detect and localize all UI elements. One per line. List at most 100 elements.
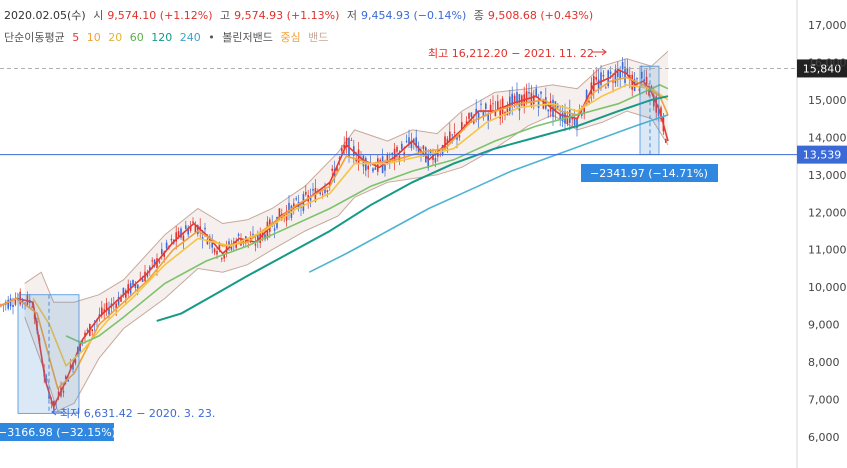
candle-body (182, 235, 185, 241)
candle-body (367, 165, 369, 170)
candle-body (65, 376, 67, 380)
candle-body (614, 69, 617, 84)
candle-body (62, 390, 65, 393)
y-tick-label: 14,000 (808, 131, 847, 144)
bollinger-band[interactable]: 밴드 (308, 31, 329, 44)
candle-body (103, 309, 105, 313)
candle-body (194, 225, 197, 234)
price-lines: 15,840 13,539 (0, 59, 847, 164)
candle-body (343, 144, 345, 149)
candle-body (511, 93, 513, 107)
candle-body (170, 238, 173, 241)
sma-period-120[interactable]: 120 (151, 31, 173, 44)
candle-body (489, 104, 492, 112)
y-tick-label: 9,000 (808, 319, 840, 332)
sma-period-60[interactable]: 60 (129, 31, 144, 44)
candle-body (165, 242, 168, 249)
candle-body (264, 234, 266, 240)
y-tick-label: 12,000 (808, 206, 847, 219)
open-label: 시 (93, 9, 104, 22)
candle-body (197, 225, 199, 235)
candle-body (626, 68, 629, 74)
candle-body (609, 71, 612, 74)
candle-body (581, 113, 583, 116)
candle-body (67, 379, 69, 382)
candle-body (518, 94, 521, 111)
sma-period-5[interactable]: 5 (72, 31, 80, 44)
candle-body (386, 153, 389, 164)
candle-body (641, 71, 643, 79)
candle-body (554, 101, 557, 112)
candle-body (98, 314, 101, 317)
sma-period-10[interactable]: 10 (86, 31, 101, 44)
candle-body (206, 239, 209, 245)
candle-body (621, 62, 624, 70)
candle-body (446, 138, 449, 144)
high-value: 9,574.93 (+1.13%) (234, 9, 340, 22)
measure-label-2021-bg (581, 164, 718, 182)
band-fill (24, 51, 668, 411)
candle-body (499, 107, 501, 119)
candle-body (413, 138, 415, 143)
candle-body (585, 90, 588, 104)
candle-body (273, 228, 276, 231)
candle-body (12, 304, 14, 307)
candle-body (180, 228, 182, 238)
candle-body (149, 266, 151, 271)
candle-body (473, 121, 475, 124)
sma-title[interactable]: 단순이동평균 (4, 31, 65, 44)
candle-body (427, 153, 429, 169)
candle-body (650, 85, 653, 89)
y-tick-label: 6,000 (808, 431, 840, 444)
candle-body (477, 112, 480, 120)
candle-body (175, 232, 177, 242)
candle-body (21, 299, 24, 303)
candle-body (374, 167, 377, 170)
candle-body (506, 108, 509, 116)
candle-body (501, 98, 504, 114)
high-arrow-icon (592, 48, 607, 56)
sma-period-240[interactable]: 240 (179, 31, 201, 44)
candle-body (120, 296, 122, 302)
bollinger-center[interactable]: 중심 (280, 31, 301, 44)
candle-body (444, 136, 446, 150)
candle-body (295, 198, 297, 200)
candle-body (535, 88, 537, 97)
measurement-boxes: −3166.98 (−32.15%) −2341.97 (−14.71%) (0, 65, 718, 441)
candle-body (636, 77, 638, 80)
measure-label-2020-bg (0, 423, 114, 441)
candle-body (177, 231, 180, 239)
candle-body (9, 298, 12, 307)
candle-body (7, 299, 9, 309)
candle-body (525, 91, 528, 103)
candle-body (645, 76, 648, 85)
candle-body (319, 192, 321, 195)
candle-body (619, 71, 621, 79)
price-tag-bg-0 (797, 59, 847, 78)
candle-body (487, 114, 489, 121)
candle-body (468, 113, 470, 119)
candle-body (470, 112, 473, 118)
candle-body (84, 332, 86, 337)
sma-period-20[interactable]: 20 (108, 31, 123, 44)
candle-body (410, 140, 413, 149)
candle-body (321, 193, 324, 195)
candle-body (185, 225, 187, 229)
candle-body (117, 296, 120, 305)
candle-body (86, 329, 89, 331)
candle-body (204, 227, 206, 230)
candle-body (125, 290, 127, 298)
ohlc-header: 2020.02.05(수) 시 9,574.10 (+1.12%) 고 9,574.… (4, 7, 597, 23)
bollinger-title[interactable]: 볼린저밴드 (222, 31, 273, 44)
y-tick-label: 8,000 (808, 356, 840, 369)
candle-body (278, 208, 281, 221)
sma-line-60 (65, 84, 669, 345)
candle-body (465, 121, 468, 125)
candle-body (372, 168, 374, 172)
candle-body (134, 284, 137, 288)
candle-body (643, 79, 645, 81)
y-tick-label: 10,000 (808, 281, 847, 294)
candle-body (566, 118, 569, 124)
y-axis-panel (797, 0, 847, 468)
